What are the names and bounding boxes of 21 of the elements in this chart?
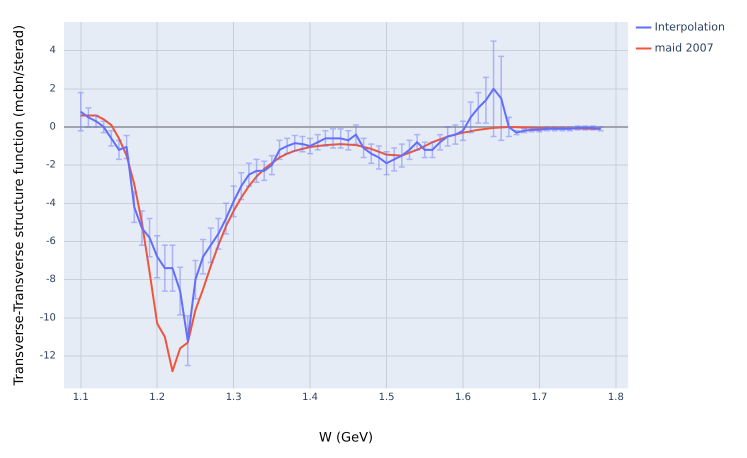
x-tick-label: 1.3 xyxy=(226,392,242,403)
y-tick-label: -2 xyxy=(46,160,56,171)
x-tick-label: 1.6 xyxy=(455,392,471,403)
y-tick-label: 0 xyxy=(50,122,56,133)
x-tick-label: 1.1 xyxy=(72,392,89,403)
y-tick-label: -12 xyxy=(40,350,56,362)
x-axis-title: W (GeV) xyxy=(318,430,374,446)
legend-label: Interpolation xyxy=(654,20,726,34)
y-tick-label: -6 xyxy=(46,236,56,248)
x-tick-label: 1.2 xyxy=(149,392,166,403)
legend-label: maid 2007 xyxy=(654,41,714,54)
x-tick-label: 1.7 xyxy=(531,392,548,403)
y-tick-label: -4 xyxy=(46,198,56,209)
y-tick-label: -10 xyxy=(40,312,56,324)
x-tick-label: 1.4 xyxy=(302,392,318,403)
x-tick-label: 1.8 xyxy=(608,392,624,403)
y-tick-label: 2 xyxy=(50,83,56,94)
y-axis-title: Transverse-Transverse structure function (mcbn/sterad) xyxy=(12,24,28,386)
y-tick-label: -8 xyxy=(46,274,56,286)
x-tick-label: 1.5 xyxy=(378,392,394,403)
y-tick-label: 4 xyxy=(50,45,56,56)
